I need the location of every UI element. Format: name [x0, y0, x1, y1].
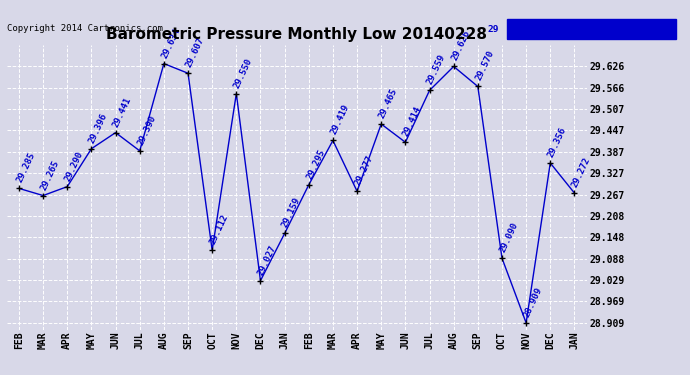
- Title: Barometric Pressure Monthly Low 20140228: Barometric Pressure Monthly Low 20140228: [106, 27, 487, 42]
- Text: 29.441: 29.441: [112, 95, 133, 129]
- Text: 29.290: 29.290: [63, 149, 85, 183]
- Text: 29.396: 29.396: [88, 111, 109, 144]
- Text: 29.414: 29.414: [402, 105, 423, 138]
- Text: 28.909: 28.909: [522, 286, 544, 319]
- Text: 29.559: 29.559: [426, 53, 447, 86]
- Text: 29.295: 29.295: [305, 148, 326, 181]
- Text: Pressure  (Inches/Hg): Pressure (Inches/Hg): [510, 25, 631, 34]
- Text: 29.390: 29.390: [136, 114, 157, 147]
- Text: 29.419: 29.419: [329, 103, 351, 136]
- Text: Copyright 2014 Cartronics.com: Copyright 2014 Cartronics.com: [7, 24, 163, 33]
- Text: 29: 29: [488, 25, 500, 34]
- Text: 29.277: 29.277: [353, 154, 375, 187]
- Text: 29.465: 29.465: [377, 87, 399, 120]
- Text: 29.550: 29.550: [233, 56, 254, 90]
- Text: 29.626: 29.626: [450, 29, 471, 62]
- Text: 29.570: 29.570: [474, 49, 495, 82]
- Text: 29.607: 29.607: [184, 36, 206, 69]
- Text: 29.027: 29.027: [257, 243, 278, 276]
- Text: 29.159: 29.159: [281, 196, 302, 229]
- Text: 29.090: 29.090: [498, 221, 520, 254]
- Text: 29.265: 29.265: [39, 158, 61, 191]
- Text: 29.356: 29.356: [546, 126, 568, 159]
- Text: 29.272: 29.272: [571, 156, 592, 189]
- Text: 29.285: 29.285: [15, 151, 37, 184]
- Text: 29.112: 29.112: [208, 213, 230, 246]
- Text: 29.634: 29.634: [160, 26, 181, 59]
